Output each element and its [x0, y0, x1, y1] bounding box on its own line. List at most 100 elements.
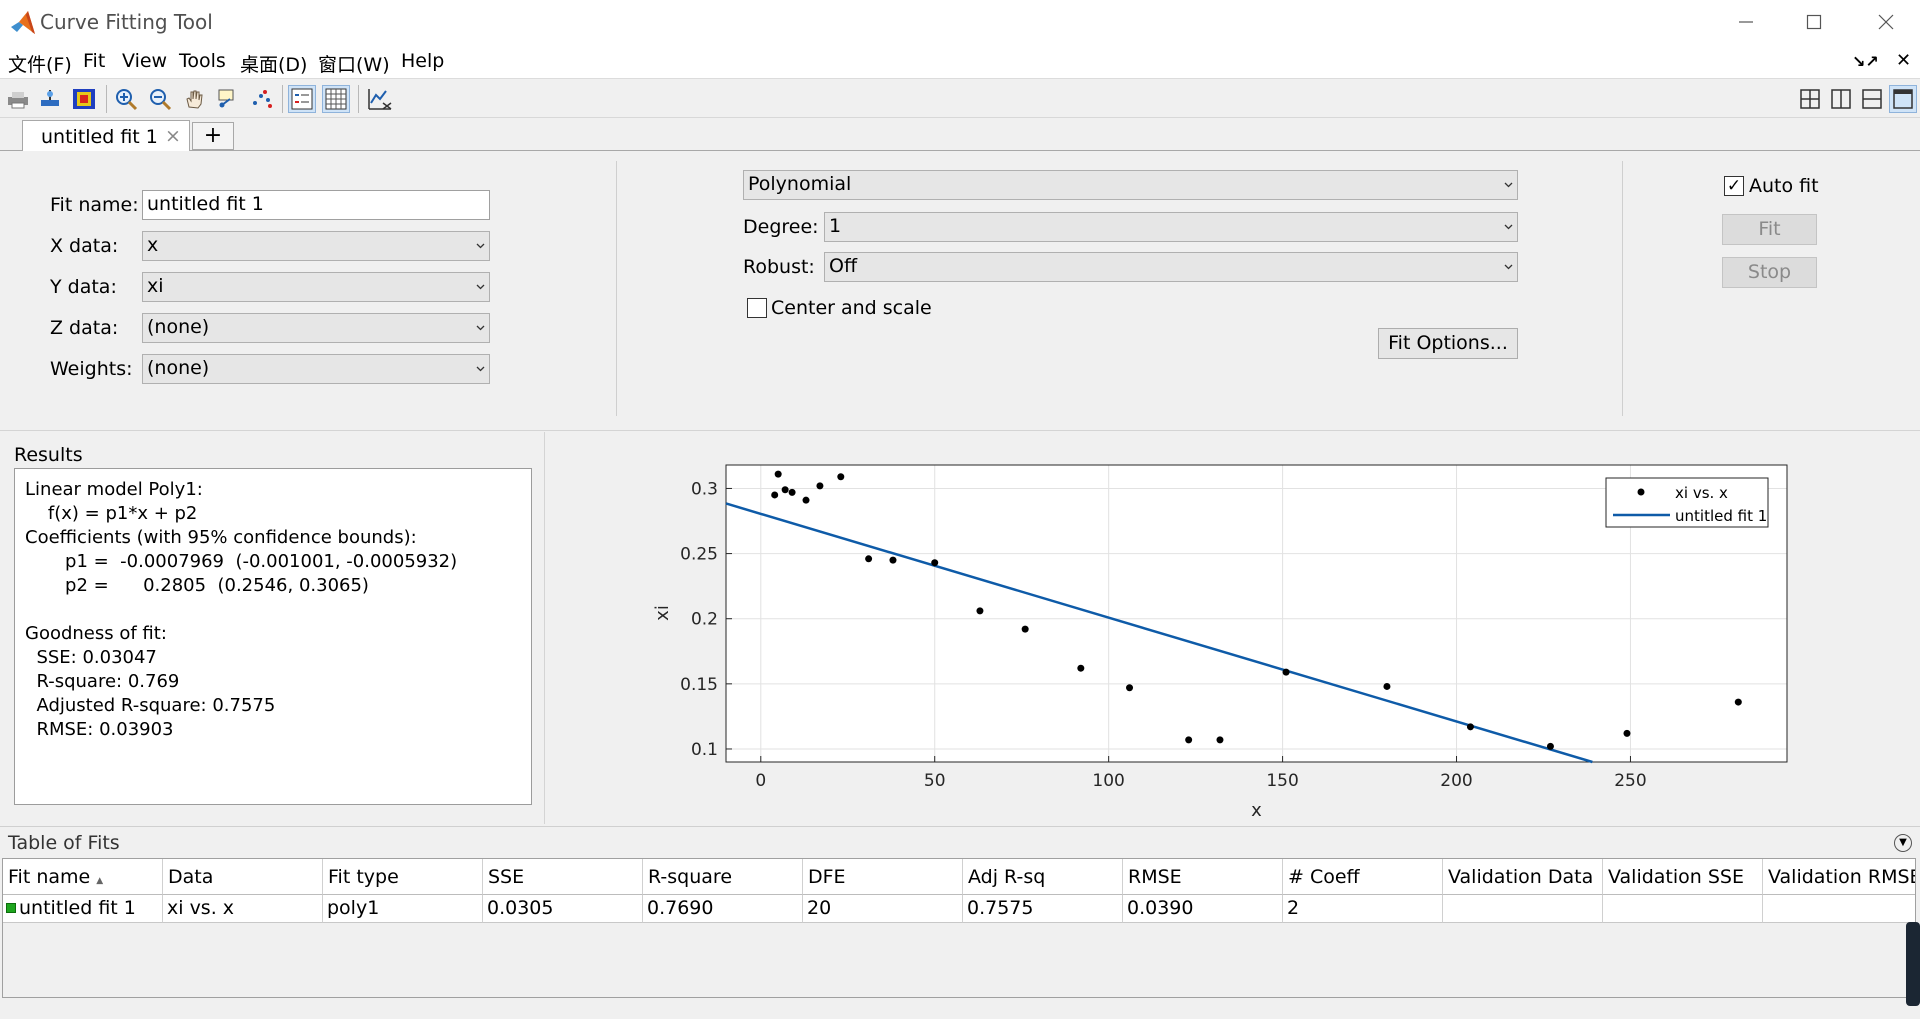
column-header-validation-rmse[interactable]: Validation RMSE	[1763, 859, 1915, 895]
cell-rmse[interactable]: 0.0390	[1123, 895, 1283, 923]
column-header-sse[interactable]: SSE	[483, 859, 643, 895]
resize-gauge-handle[interactable]	[1906, 922, 1920, 1006]
fit-settings-panel: Fit name: untitled fit 1 X data: x Y dat…	[0, 151, 1920, 431]
chevron-down-icon	[1504, 264, 1513, 270]
legend-box	[1605, 477, 1769, 528]
tab-close-icon[interactable]: ×	[165, 125, 181, 147]
results-line: f(x) = p1*x + p2	[25, 503, 198, 524]
menu-file[interactable]: 文件(F)	[8, 54, 72, 76]
maximize-button[interactable]	[1790, 6, 1838, 38]
cell-r-square[interactable]: 0.7690	[643, 895, 803, 923]
menu-tools[interactable]: Tools	[179, 50, 226, 72]
degree-value: 1	[829, 215, 842, 237]
data-point	[802, 496, 810, 504]
undock-arrows-icon[interactable]: ↘↗	[1852, 52, 1879, 71]
y-data-dropdown[interactable]: xi	[142, 272, 490, 302]
zoom-out-icon[interactable]	[146, 85, 174, 113]
layout-top-bottom-icon[interactable]	[1858, 85, 1886, 113]
degree-dropdown[interactable]: 1	[824, 212, 1518, 242]
zoom-in-icon[interactable]	[112, 85, 140, 113]
close-figure-icon[interactable]: ✕	[1896, 50, 1912, 71]
cell-fit-type[interactable]: poly1	[323, 895, 483, 923]
cell-adj-r-sq[interactable]: 0.7575	[963, 895, 1123, 923]
column-header-adj-r-sq[interactable]: Adj R-sq	[963, 859, 1123, 895]
data-point	[788, 488, 796, 496]
fit-options-button[interactable]: Fit Options...	[1378, 328, 1518, 359]
fit-name-input[interactable]: untitled fit 1	[142, 190, 490, 220]
menu-help[interactable]: Help	[401, 50, 445, 72]
column-header-validation-data[interactable]: Validation Data	[1443, 859, 1603, 895]
chevron-down-icon	[476, 366, 485, 372]
column-header-rmse[interactable]: RMSE	[1123, 859, 1283, 895]
x-data-value: x	[147, 234, 159, 256]
menu-view[interactable]: View	[122, 50, 168, 72]
cell-validation-sse[interactable]	[1603, 895, 1763, 923]
chevron-down-icon	[476, 325, 485, 331]
cell-validation-rmse[interactable]	[1763, 895, 1915, 923]
print-icon[interactable]	[4, 85, 32, 113]
menu-fit[interactable]: Fit	[83, 50, 106, 72]
cell-coeff[interactable]: 2	[1283, 895, 1443, 923]
x-tick-label: 50	[924, 771, 946, 791]
auto-fit-label: Auto fit	[1749, 175, 1819, 197]
center-scale-label: Center and scale	[771, 297, 932, 319]
close-window-button[interactable]	[1862, 6, 1910, 38]
plot-panel: 0 50 100 150 200 250 0.1 0.15 0.2 0.25 0.3 x xi xi…	[548, 432, 1920, 824]
toolbar	[0, 78, 1920, 118]
x-tick-label: 100	[1092, 771, 1124, 791]
column-header-validation-sse[interactable]: Validation SSE	[1603, 859, 1763, 895]
chevron-down-icon	[1504, 182, 1513, 188]
exclude-outliers-icon[interactable]	[248, 85, 276, 113]
collapse-panel-icon[interactable]: ▼	[1894, 834, 1912, 852]
x-data-dropdown[interactable]: x	[142, 231, 490, 261]
column-header-fit-name[interactable]: Fit name ▲	[3, 859, 163, 895]
robust-dropdown[interactable]: Off	[824, 252, 1518, 282]
weights-dropdown[interactable]: (none)	[142, 354, 490, 384]
fit-button[interactable]: Fit	[1722, 214, 1817, 245]
data-point	[1077, 664, 1085, 672]
data-point	[781, 486, 789, 494]
data-point	[816, 482, 824, 490]
legend-toggle-icon[interactable]	[288, 85, 316, 113]
tab-untitled-fit-1[interactable]: untitled fit 1 ×	[22, 120, 190, 152]
column-header-dfe[interactable]: DFE	[803, 859, 963, 895]
cell-data[interactable]: xi vs. x	[163, 895, 323, 923]
data-tips-icon[interactable]	[214, 85, 242, 113]
data-point	[1126, 684, 1134, 692]
x-tick-label: 0	[755, 771, 766, 791]
fit-plot[interactable]: 0 50 100 150 200 250 0.1 0.15 0.2 0.25 0.3 x xi xi…	[548, 432, 1920, 824]
menu-desktop[interactable]: 桌面(D)	[240, 54, 308, 76]
y-tick-label: 0.1	[691, 740, 718, 760]
cell-validation-data[interactable]	[1443, 895, 1603, 923]
z-data-dropdown[interactable]: (none)	[142, 313, 490, 343]
pan-hand-icon[interactable]	[180, 85, 208, 113]
menu-window[interactable]: 窗口(W)	[318, 54, 390, 76]
robust-label: Robust:	[743, 256, 815, 278]
results-line: R-square: 0.769	[25, 671, 180, 692]
column-header-r-square[interactable]: R-square	[643, 859, 803, 895]
menu-bar: 文件(F) Fit View Tools 桌面(D) 窗口(W) Help ↘↗…	[0, 45, 1920, 78]
fit-type-dropdown[interactable]: Polynomial	[743, 170, 1518, 200]
layout-left-right-icon[interactable]	[1827, 85, 1855, 113]
fit-color-marker	[6, 903, 16, 913]
data-point	[1546, 742, 1554, 750]
new-fit-tab-button[interactable]: +	[192, 122, 234, 150]
center-scale-checkbox[interactable]	[747, 298, 767, 318]
cell-fit-name[interactable]: untitled fit 1	[3, 895, 163, 923]
layout-tiled-icon[interactable]	[1796, 85, 1824, 113]
grid-toggle-icon[interactable]	[322, 85, 350, 113]
layout-single-icon[interactable]	[1889, 85, 1917, 113]
cell-dfe[interactable]: 20	[803, 895, 963, 923]
colormap-icon[interactable]	[70, 85, 98, 113]
stop-button[interactable]: Stop	[1722, 257, 1817, 288]
minimize-button[interactable]	[1722, 6, 1770, 38]
column-header-fit-type[interactable]: Fit type	[323, 859, 483, 895]
residuals-plot-icon[interactable]	[366, 85, 394, 113]
auto-fit-checkbox[interactable]: ✓	[1724, 176, 1744, 196]
y-tick-label: 0.15	[680, 675, 718, 695]
cell-sse[interactable]: 0.0305	[483, 895, 643, 923]
data-point	[931, 559, 939, 567]
column-header-coeff[interactable]: # Coeff	[1283, 859, 1443, 895]
column-header-data[interactable]: Data	[163, 859, 323, 895]
data-cursor-icon[interactable]	[36, 85, 64, 113]
